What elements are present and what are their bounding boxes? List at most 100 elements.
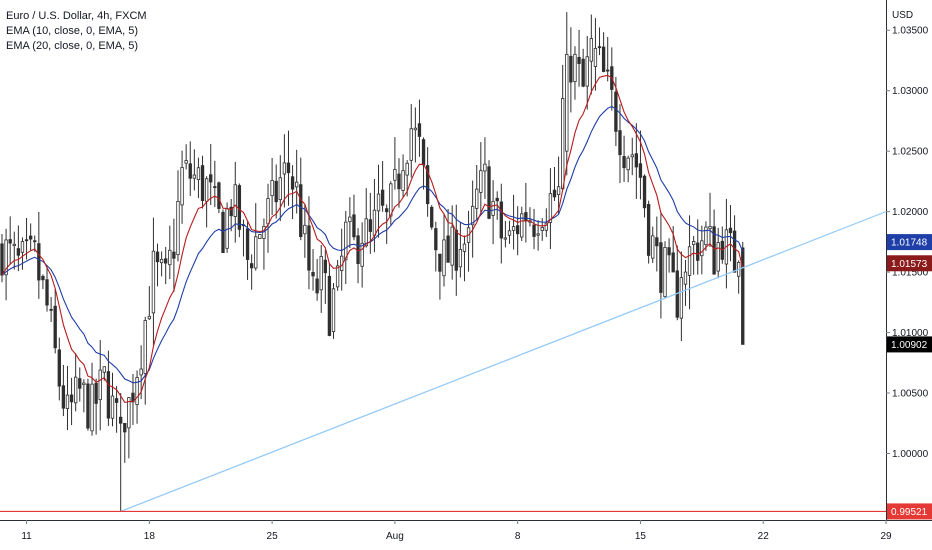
price-tick-label: 1.02000 [892, 207, 929, 218]
candle-up [520, 213, 524, 238]
candle-down [94, 382, 98, 404]
candle-up [335, 265, 340, 288]
candle-up [4, 239, 8, 276]
price-badge-label-support: 0.99521 [891, 507, 928, 518]
candle-down [655, 237, 659, 247]
time-axis[interactable]: 11 18 25 Aug 8 15 22 29 [0, 520, 932, 542]
candle-down [229, 206, 233, 217]
price-badge-ema10 [887, 255, 932, 272]
candle-down [642, 175, 647, 209]
legend-ema20: EMA (20, close, 0, EMA, 5) [6, 40, 139, 52]
candle-up [491, 200, 495, 216]
candle-down [728, 227, 733, 234]
candle-up [651, 235, 655, 259]
candle-up [585, 56, 589, 87]
candle-up [127, 397, 131, 429]
candle-up [90, 383, 94, 432]
candle-up [12, 243, 16, 246]
candle-up [372, 209, 377, 236]
candle-up [626, 157, 630, 171]
candle-down [606, 69, 610, 72]
candle-up [704, 226, 708, 246]
candle-down [78, 378, 82, 389]
price-badge-label-ema10: 1.01573 [891, 259, 928, 270]
candle-up [348, 216, 352, 223]
candle-down [69, 394, 74, 403]
candle-down [37, 243, 41, 281]
candle-down [200, 165, 205, 201]
candle-down [421, 139, 426, 166]
candle-up [544, 222, 548, 231]
candle-down [323, 259, 327, 274]
price-tick-label: 1.00000 [892, 449, 929, 460]
candle-down [307, 225, 311, 271]
candle-down [8, 239, 12, 244]
trend-line[interactable] [120, 211, 887, 512]
candle-up [303, 224, 307, 235]
candle-down [634, 153, 639, 168]
candle-down [213, 186, 217, 188]
candle-up [73, 376, 78, 404]
candle-down [622, 156, 626, 169]
candle-down [732, 230, 737, 273]
candle-up [511, 226, 516, 231]
candle-up [192, 174, 197, 179]
candle-up [344, 221, 348, 261]
candle-down [454, 229, 458, 271]
price-axis[interactable]: USD 1.035001.030001.025001.020001.015001… [886, 0, 929, 520]
candle-up [110, 395, 115, 419]
candle-up [565, 54, 569, 152]
legend-ema10: EMA (10, close, 0, EMA, 5) [6, 25, 139, 37]
candle-down [172, 251, 176, 259]
candle-up [470, 205, 475, 226]
candle-down [712, 226, 716, 275]
candle-down [667, 247, 671, 256]
candle-up [258, 234, 262, 239]
time-tick-label: Aug [386, 531, 404, 542]
price-badge-last [887, 336, 932, 353]
candle-up [254, 236, 258, 269]
candle-up [683, 271, 688, 285]
candle-down [53, 305, 57, 349]
candle-up [458, 249, 463, 268]
candle-up [159, 258, 164, 264]
candle-down [430, 206, 434, 228]
candle-down [155, 251, 160, 263]
candle-up [691, 241, 696, 246]
candle-up [20, 241, 25, 253]
candle-down [601, 46, 606, 72]
candle-down [696, 242, 700, 261]
candle-up [65, 394, 70, 409]
price-tick-label: 1.02500 [892, 147, 929, 158]
candle-down [499, 201, 503, 239]
candle-down [0, 243, 4, 276]
candle-up [548, 193, 553, 223]
candle-up [82, 382, 86, 386]
candle-down [368, 219, 373, 232]
ema10-line [1, 74, 744, 404]
currency-label: USD [892, 10, 913, 21]
candle-down [28, 235, 33, 240]
candle-down [425, 165, 430, 205]
price-badge-label-ema20: 1.01748 [891, 238, 928, 249]
candle-up [687, 246, 692, 276]
candle-down [434, 228, 438, 251]
candle-down [274, 180, 278, 203]
time-tick-label: 18 [144, 531, 156, 542]
candle-up [589, 38, 594, 62]
candle-up [143, 320, 147, 374]
candle-down [495, 197, 499, 202]
price-badges: 1.01748 1.01573 1.00902 0.99521 [887, 234, 932, 520]
candle-up [479, 170, 483, 193]
candle-up [135, 377, 139, 406]
ema20-line [1, 105, 744, 384]
candle-down [86, 383, 90, 429]
candle-down [49, 308, 53, 311]
chart-legend: Euro / U.S. Dollar, 4h, FXCM EMA (10, cl… [6, 9, 147, 54]
candle-up [593, 47, 598, 67]
candle-up [233, 184, 237, 217]
candle-up [151, 250, 156, 314]
candle-up [462, 243, 467, 252]
candle-up [401, 170, 405, 191]
